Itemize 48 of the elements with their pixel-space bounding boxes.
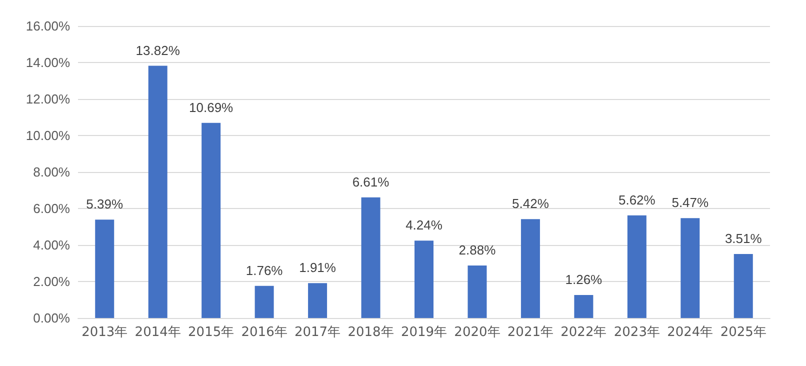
y-tick-label: 16.00% (26, 18, 70, 34)
y-tick-label: 10.00% (26, 128, 70, 143)
data-label: 6.61% (352, 174, 390, 190)
bar (95, 220, 114, 318)
bar (148, 66, 168, 318)
data-label: 2.88% (458, 242, 496, 258)
x-tick-label: 2023年 (614, 325, 660, 340)
x-tick-label: 2020年 (454, 325, 500, 340)
x-tick-label: 2015年 (188, 325, 234, 340)
y-tick-label: 12.00% (26, 92, 70, 106)
bar (680, 218, 700, 318)
bar (254, 286, 274, 318)
bar (574, 295, 594, 318)
bar (361, 197, 380, 318)
bar (734, 254, 753, 318)
data-label: 13.82% (136, 42, 180, 58)
x-tick-label: 2018年 (348, 325, 394, 340)
bar (627, 215, 646, 318)
data-label: 1.91% (299, 260, 336, 276)
data-label: 5.42% (512, 196, 550, 212)
data-label: 4.24% (406, 218, 443, 233)
y-tick-label: 8.00% (33, 164, 70, 180)
y-tick-label: 4.00% (33, 238, 70, 252)
x-tick-label: 2016年 (241, 325, 288, 340)
data-label: 10.69% (189, 100, 234, 115)
bar (520, 219, 540, 318)
bar (414, 240, 434, 318)
y-tick-label: 2.00% (33, 274, 70, 289)
y-tick-label: 6.00% (33, 201, 70, 216)
data-label: 5.47% (672, 195, 710, 210)
x-tick-label: 2022年 (560, 325, 607, 340)
bar (468, 265, 487, 318)
data-label: 5.62% (618, 192, 656, 208)
data-label: 1.76% (246, 262, 284, 278)
x-tick-label: 2019年 (400, 325, 448, 340)
x-tick-label: 2024年 (667, 325, 714, 340)
y-tick-label: 0.00% (33, 310, 70, 326)
data-label: 1.26% (565, 272, 603, 288)
x-tick-label: 2017年 (294, 325, 341, 340)
x-tick-label: 2013年 (82, 325, 128, 340)
x-tick-label: 2021年 (507, 325, 554, 340)
x-tick-label: 2025年 (720, 325, 766, 340)
data-label: 5.39% (86, 196, 124, 212)
bar (202, 122, 221, 318)
data-label: 3.51% (724, 230, 762, 246)
x-tick-label: 2014年 (134, 325, 181, 340)
bar (308, 283, 328, 318)
y-tick-label: 14.00% (26, 55, 70, 70)
